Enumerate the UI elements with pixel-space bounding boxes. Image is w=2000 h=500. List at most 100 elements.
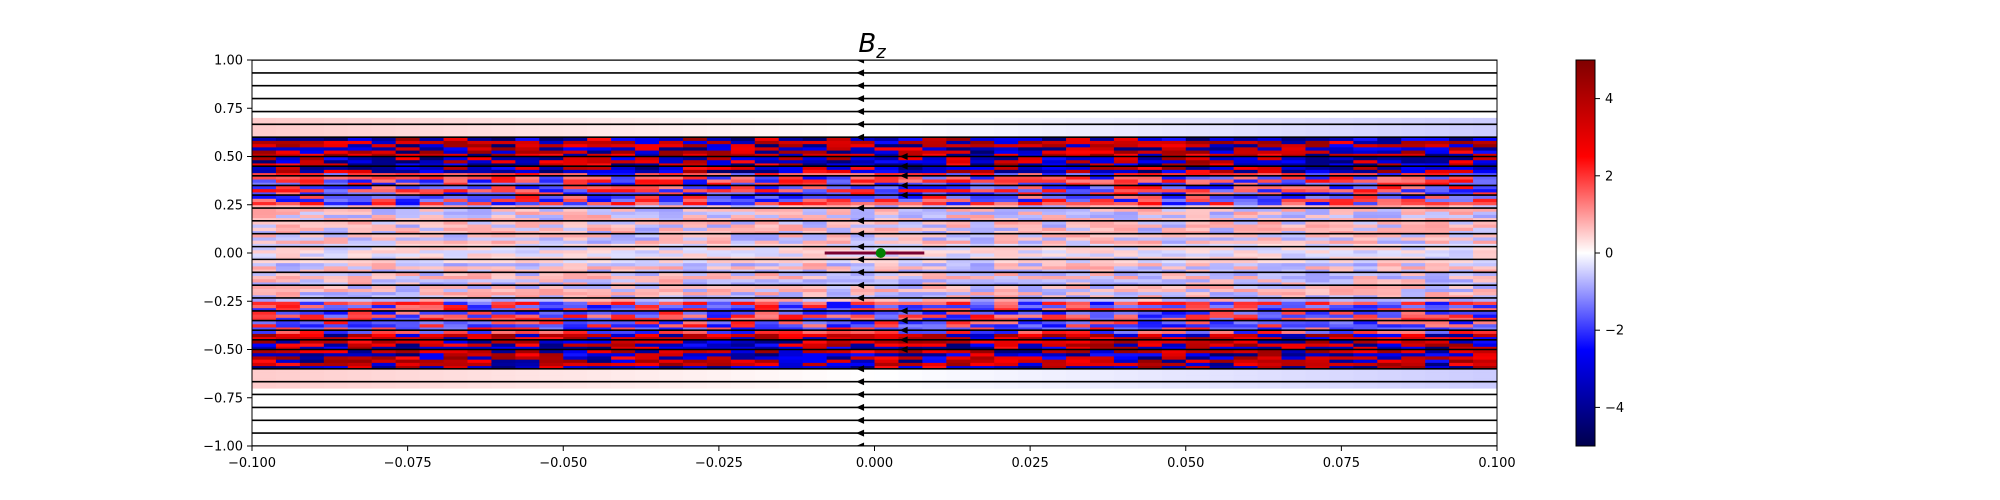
heatmap-cell [706, 375, 732, 379]
heatmap-cell [467, 124, 492, 129]
heatmap-cell [275, 262, 301, 267]
heatmap-cell [467, 314, 492, 318]
heatmap-cell [635, 182, 660, 186]
heatmap-cell [515, 378, 540, 383]
heatmap-cell [682, 146, 708, 151]
heatmap-cell [1329, 224, 1354, 228]
heatmap-cell [946, 378, 971, 383]
heatmap-cell [1161, 233, 1187, 238]
heatmap-cell [1113, 195, 1139, 199]
heatmap-cell [563, 359, 588, 363]
heatmap-cell [1473, 204, 1497, 209]
heatmap-cell [323, 269, 349, 273]
field-arrow [899, 317, 908, 325]
heatmap-cell [1257, 169, 1283, 174]
heatmap-cell [706, 169, 732, 174]
heatmap-cell [1329, 359, 1354, 363]
heatmap-cell [1233, 236, 1259, 241]
heatmap-cell [1042, 304, 1067, 309]
heatmap-cell [682, 243, 708, 248]
heatmap-cell [922, 281, 947, 286]
heatmap-cell [275, 117, 301, 122]
heatmap-cell [1425, 343, 1450, 347]
heatmap-cell [395, 156, 421, 161]
heatmap-cell [1066, 185, 1091, 190]
heatmap-cell [443, 207, 468, 212]
heatmap-cell [635, 336, 660, 341]
heatmap-cell [419, 349, 445, 354]
heatmap-cell [1449, 249, 1474, 254]
heatmap-cell [1329, 269, 1354, 273]
heatmap-cell [371, 153, 397, 157]
heatmap-cell [1089, 346, 1115, 350]
heatmap-cell [1401, 333, 1426, 338]
heatmap-cell [1113, 323, 1139, 328]
heatmap-cell [778, 288, 804, 293]
heatmap-cell [323, 378, 349, 383]
heatmap-cell [1425, 378, 1450, 383]
heatmap-cell [1353, 359, 1378, 363]
heatmap-cell [443, 166, 468, 170]
heatmap-cell [1066, 275, 1091, 280]
heatmap-cell [611, 275, 636, 280]
heatmap-cell [443, 159, 468, 164]
x-axis: −0.100 −0.075 −0.050 −0.025 0.000 0.025 0.050 0… [228, 446, 1516, 471]
heatmap-cell [491, 384, 516, 389]
heatmap-cell [1329, 153, 1354, 157]
heatmap-cell [587, 372, 612, 376]
heatmap-cell [443, 127, 468, 132]
heatmap-cell [323, 310, 349, 315]
heatmap-cell [323, 298, 349, 302]
heatmap-cell [802, 372, 828, 376]
heatmap-cell [611, 278, 636, 283]
heatmap-cell [1425, 317, 1450, 322]
heatmap-cell [299, 124, 325, 129]
heatmap-cell [1233, 121, 1259, 125]
field-arrow [856, 365, 865, 373]
heatmap-cell [515, 121, 540, 125]
heatmap-cell [563, 198, 588, 203]
heatmap-cell [994, 343, 1019, 347]
heatmap-cell [1161, 201, 1187, 206]
heatmap-cell [1449, 336, 1474, 341]
heatmap-cell [419, 259, 445, 264]
heatmap-cell [323, 166, 349, 170]
heatmap-cell [850, 343, 875, 347]
heatmap-cell [371, 378, 397, 383]
heatmap-cell [754, 355, 780, 360]
heatmap-cell [970, 146, 995, 151]
heatmap-cell [1473, 362, 1497, 367]
heatmap-cell [1473, 214, 1497, 219]
heatmap-cell [371, 343, 397, 347]
heatmap-cell [371, 275, 397, 280]
heatmap-cell [682, 262, 708, 267]
heatmap-cell [1425, 182, 1450, 186]
heatmap-cell [419, 323, 445, 328]
heatmap-cell [539, 346, 564, 350]
heatmap-cell [730, 124, 756, 129]
colorbar-tick-label: −4 [1605, 401, 1624, 416]
heatmap-cell [1066, 220, 1091, 225]
heatmap-cell [1353, 182, 1378, 186]
heatmap-cell [1185, 198, 1211, 203]
heatmap-cell [1305, 330, 1330, 334]
heatmap-cell [443, 285, 468, 289]
heatmap-cell [1161, 204, 1187, 209]
heatmap-cell [1042, 220, 1067, 225]
heatmap-cell [1089, 269, 1115, 273]
heatmap-cell [275, 217, 301, 222]
heatmap-cell [1018, 253, 1043, 257]
heatmap-cell [994, 301, 1019, 305]
heatmap-cell [635, 359, 660, 363]
heatmap-cell [323, 233, 349, 238]
heatmap-cell [922, 175, 947, 180]
heatmap-cell [682, 230, 708, 235]
heatmap-cell [1137, 365, 1163, 370]
heatmap-cell [1113, 365, 1139, 370]
heatmap-cell [587, 214, 612, 219]
heatmap-cell [467, 133, 492, 138]
heatmap-cell [1353, 343, 1378, 347]
heatmap-cell [539, 214, 564, 219]
heatmap-cell [1137, 253, 1163, 257]
